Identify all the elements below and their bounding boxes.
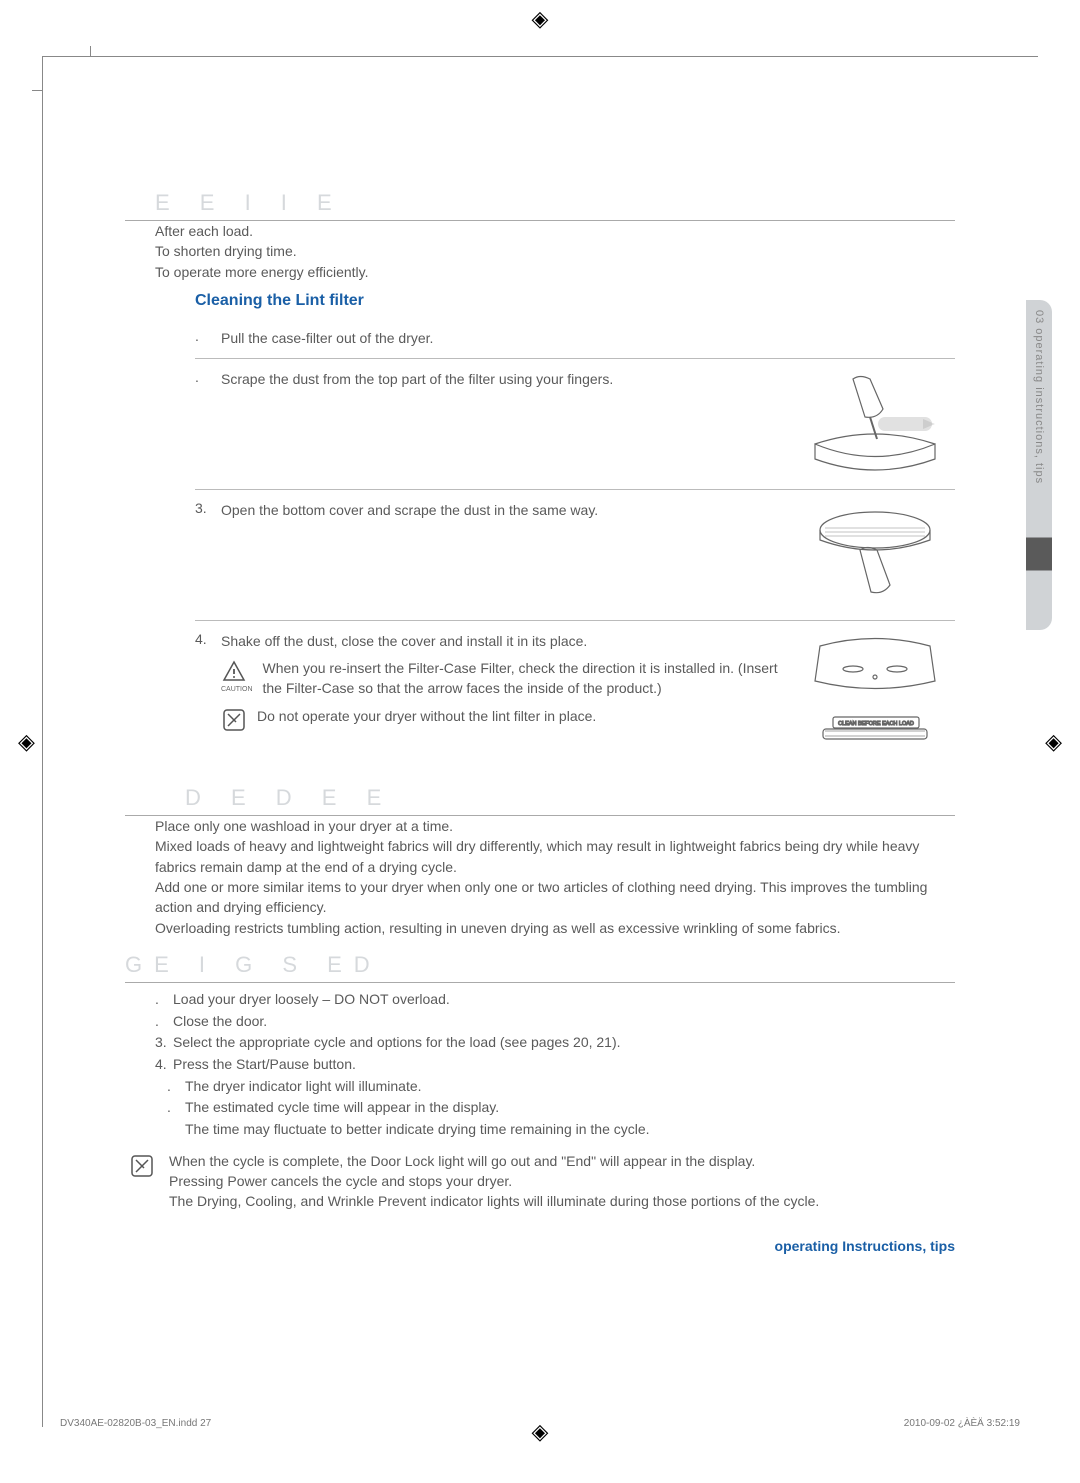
list-subitem: .The estimated cycle time will appear in… (167, 1097, 955, 1119)
paragraph: Mixed loads of heavy and lightweight fab… (155, 836, 955, 877)
step-number: 4. (195, 631, 221, 647)
step-illustration: CLEAN BEFORE EACH LOAD (795, 631, 955, 761)
list-item: 4.Press the Start/Pause button. (155, 1054, 955, 1076)
step-number: . (195, 328, 221, 344)
note-callout: Do not operate your dryer without the li… (221, 707, 785, 733)
caution-text: When you re-insert the Filter-Case Filte… (263, 659, 786, 698)
section-heading-loading: D E D E E (185, 785, 955, 811)
document-footer: DV340AE-02820B-03_EN.indd 27 2010-09-02 … (60, 1418, 1020, 1429)
list-subitem: .The dryer indicator light will illumina… (167, 1076, 955, 1098)
caution-icon (221, 659, 247, 685)
item-text: The estimated cycle time will appear in … (185, 1097, 499, 1119)
crop-mark-left (42, 56, 43, 1427)
note-line: The Drying, Cooling, and Wrinkle Prevent… (169, 1191, 955, 1211)
subheading-cleaning-lint: Cleaning the Lint filter (195, 292, 955, 310)
note-block: When the cycle is complete, the Door Loc… (129, 1151, 955, 1212)
step-text: Open the bottom cover and scrape the dus… (221, 500, 795, 520)
item-text: The time may fluctuate to better indicat… (185, 1119, 650, 1141)
item-text: Select the appropriate cycle and options… (173, 1032, 621, 1054)
item-number: . (155, 1011, 173, 1033)
item-text: The dryer indicator light will illuminat… (185, 1076, 422, 1098)
item-text: Close the door. (173, 1011, 267, 1033)
section-heading-clean-lint: E E I I E (155, 190, 955, 216)
step-row: . Pull the case-filter out of the dryer. (195, 318, 955, 359)
step-text: Pull the case-filter out of the dryer. (221, 328, 795, 348)
note-line: When the cycle is complete, the Door Loc… (169, 1151, 955, 1171)
step-number: 3. (195, 500, 221, 516)
page-content: E E I I E After each load. To shorten dr… (125, 60, 955, 1254)
item-number: . (167, 1076, 185, 1098)
note-icon (129, 1153, 155, 1179)
step-number: . (195, 369, 221, 385)
item-text: Press the Start/Pause button. (173, 1054, 356, 1076)
crop-mark-top (42, 56, 1038, 57)
caution-icon-wrap: CAUTION (221, 659, 253, 695)
note-text: Do not operate your dryer without the li… (257, 707, 596, 727)
paragraph: Place only one washload in your dryer at… (155, 816, 955, 836)
heading-rule (125, 982, 955, 983)
step-row: 3. Open the bottom cover and scrape the … (195, 490, 955, 621)
note-line: Pressing Power cancels the cycle and sto… (169, 1171, 955, 1191)
caution-callout: CAUTION When you re-insert the Filter-Ca… (221, 659, 785, 698)
item-number: 4. (155, 1054, 173, 1076)
step-row: . Scrape the dust from the top part of t… (195, 359, 955, 490)
section-heading-getting-started: GE I G S ED (125, 952, 955, 978)
crop-tick (32, 90, 42, 91)
intro-line: To operate more energy efficiently. (155, 262, 955, 282)
list-item: 3.Select the appropriate cycle and optio… (155, 1032, 955, 1054)
intro-line: After each load. (155, 221, 955, 241)
list-extra-line: The time may fluctuate to better indicat… (167, 1119, 955, 1141)
intro-line: To shorten drying time. (155, 241, 955, 261)
panel-caption: CLEAN BEFORE EACH LOAD (838, 721, 914, 727)
registration-mark-icon: ◈ (18, 729, 35, 755)
list-item: .Close the door. (155, 1011, 955, 1033)
list-item: .Load your dryer loosely – DO NOT overlo… (155, 989, 955, 1011)
step-text: Scrape the dust from the top part of the… (221, 369, 795, 389)
section-side-tab: 03 operating instructions, tips (1026, 300, 1052, 630)
registration-mark-icon: ◈ (1045, 729, 1062, 755)
registration-mark-icon: ◈ (532, 6, 549, 32)
step-row: 4. Shake off the dust, close the cover a… (195, 621, 955, 771)
footer-timestamp: 2010-09-02 ¿ÀÈÄ 3:52:19 (904, 1418, 1020, 1429)
step-illustration (795, 500, 955, 610)
caution-label: CAUTION (221, 685, 253, 695)
paragraph: Overloading restricts tumbling action, r… (155, 918, 955, 938)
note-icon (221, 707, 247, 733)
item-text: Load your dryer loosely – DO NOT overloa… (173, 989, 450, 1011)
step-text: Shake off the dust, close the cover and … (221, 631, 795, 732)
item-number: 3. (155, 1032, 173, 1054)
paragraph: Add one or more similar items to your dr… (155, 877, 955, 918)
crop-tick (90, 46, 91, 56)
note-lines: When the cycle is complete, the Door Loc… (169, 1151, 955, 1212)
page-footer-title: operating Instructions, tips (125, 1238, 955, 1254)
footer-filename: DV340AE-02820B-03_EN.indd 27 (60, 1418, 211, 1429)
numbered-list: .Load your dryer loosely – DO NOT overlo… (155, 989, 955, 1141)
step-text-label: Shake off the dust, close the cover and … (221, 633, 587, 649)
item-number: . (167, 1097, 185, 1119)
step-illustration (795, 369, 955, 479)
item-number: . (155, 989, 173, 1011)
side-tab-label: 03 operating instructions, tips (1033, 310, 1045, 484)
